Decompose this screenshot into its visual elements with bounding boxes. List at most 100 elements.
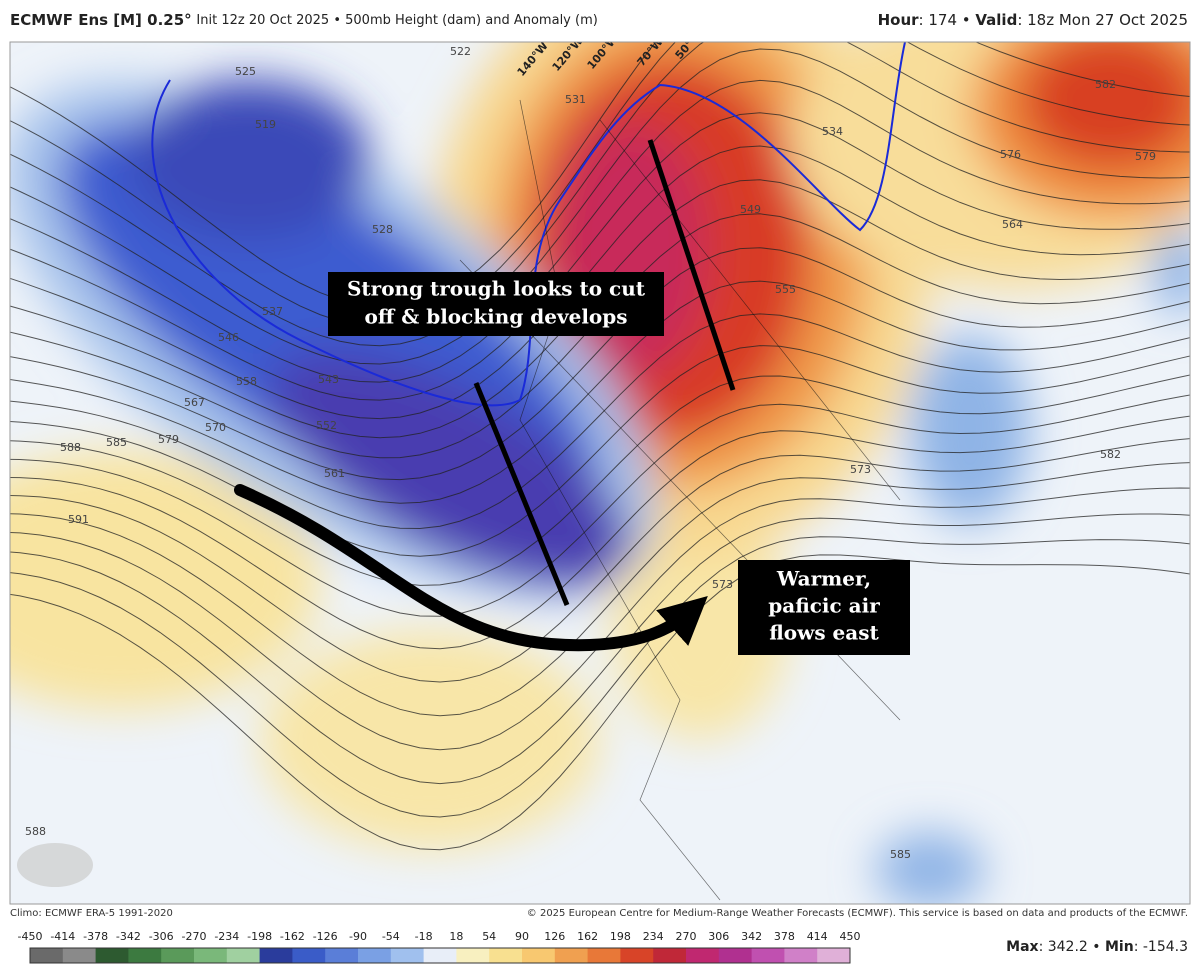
colorbar-tick-label: -306: [149, 930, 174, 943]
contour-line: [10, 79, 1190, 383]
colorbar-tick-label: 54: [482, 930, 496, 943]
contour-line: [10, 313, 1190, 530]
contour-line: [10, 42, 1190, 328]
contour-label: 537: [262, 305, 283, 318]
climo: Climo: ECMWF ERA-5 1991-2020: [10, 908, 173, 919]
contour-label: 567: [184, 396, 205, 409]
annotation: flows east: [769, 621, 879, 645]
colorbar-tick-label: 126: [544, 930, 565, 943]
colorbar-frame: [29, 947, 851, 964]
contour-line: [10, 438, 1190, 683]
colorbar-tick-label: 198: [610, 930, 631, 943]
contour-line: [10, 513, 1190, 785]
colorbar-cell: [620, 948, 654, 963]
contour-label: 552: [316, 419, 337, 432]
colorbar-cell: [554, 948, 589, 963]
contour-label: 570: [205, 421, 226, 434]
contour-line: [10, 112, 1190, 401]
max-value: : 342.2 •: [1039, 939, 1105, 955]
contour-line: [10, 374, 1190, 586]
contour-label: 582: [1100, 448, 1121, 461]
contour-label: 549: [740, 203, 761, 216]
colorbar-tick-label: -198: [247, 930, 272, 943]
contour-label: 588: [60, 441, 81, 454]
contour-label: 528: [372, 223, 393, 236]
title: ECMWF Ens [M] 0.25° Init 12z 20 Oct 2025…: [10, 11, 598, 29]
contour-label: 585: [106, 436, 127, 449]
contour-label: 579: [158, 433, 179, 446]
contour-label: 522: [450, 45, 471, 58]
valid-time: Hour: 174 • Valid: 18z Mon 27 Oct 2025: [878, 11, 1188, 29]
contour-label: 525: [235, 65, 256, 78]
contour-line: [10, 394, 1190, 617]
colorbar-tick-label: -126: [313, 930, 338, 943]
colorbar-cell: [456, 948, 490, 963]
valid-value: : 18z Mon 27 Oct 2025: [1017, 11, 1188, 29]
colorbar-tick-label: 162: [577, 930, 598, 943]
contour-label: 558: [236, 375, 257, 388]
colorbar-tick-label: 90: [515, 930, 529, 943]
contour-label: 591: [68, 513, 89, 526]
colorbar-tick-label: -90: [349, 930, 367, 943]
colorbar-cell: [358, 948, 392, 963]
contour-line: [10, 415, 1190, 650]
colorbar-cell: [489, 948, 523, 963]
colorbar-cell: [95, 948, 129, 963]
colorbar-cell: [62, 948, 97, 963]
contour-label: 534: [822, 125, 843, 138]
contour-label: 543: [318, 373, 339, 386]
hour-value: : 174 •: [919, 11, 976, 29]
colorbar-tick-label: -270: [182, 930, 207, 943]
colorbar-tick-label: -54: [382, 930, 400, 943]
contour-label: 546: [218, 331, 239, 344]
max-label: Max: [1006, 939, 1038, 955]
annotation: off & blocking develops: [364, 305, 627, 329]
colorbar-cell: [686, 948, 720, 963]
colorbar-tick-label: -414: [50, 930, 75, 943]
hour-label: Hour: [878, 11, 920, 29]
contour-line: [10, 462, 1190, 717]
colorbar-cell: [522, 948, 556, 963]
contour-label: 573: [712, 578, 733, 591]
contour-line: [10, 42, 1190, 347]
colorbar-cell: [587, 948, 621, 963]
colorbar-tick-label: 18: [449, 930, 463, 943]
colorbar-cell: [259, 948, 293, 963]
colorbar-tick-label: 234: [643, 930, 664, 943]
annotation: Warmer,: [776, 567, 871, 591]
colorbar-tick-label: -342: [116, 930, 141, 943]
colorbar-tick-label: 342: [741, 930, 762, 943]
colorbar-cell: [30, 948, 64, 963]
contour-label: 564: [1002, 218, 1023, 231]
contour-label: 519: [255, 118, 276, 131]
contour-label: 555: [775, 283, 796, 296]
colorbar-cell: [784, 948, 818, 963]
colorbar-tick-label: 306: [708, 930, 729, 943]
colorbar-cell: [194, 948, 228, 963]
contour-label: 573: [850, 463, 871, 476]
colorbar-cell: [292, 948, 326, 963]
colorbar-cell: [161, 948, 195, 963]
colorbar-tick-label: -450: [18, 930, 43, 943]
annotation: paficic air: [768, 594, 880, 618]
colorbar-tick-label: 414: [807, 930, 828, 943]
colorbar-tick-label: -162: [280, 930, 305, 943]
colorbar-tick-label: -378: [83, 930, 108, 943]
contour-label: 582: [1095, 78, 1116, 91]
contour-label: 588: [25, 825, 46, 838]
subtitle: Init 12z 20 Oct 2025 • 500mb Height (dam…: [196, 13, 597, 28]
contour-label: 579: [1135, 150, 1156, 163]
contour-line: [10, 48, 1190, 365]
colorbar-cell: [423, 948, 457, 963]
colorbar-cell: [751, 948, 785, 963]
colorbar-tick-label: 270: [676, 930, 697, 943]
colorbar-cell: [325, 948, 359, 963]
colorbar-tick-label: -18: [415, 930, 433, 943]
colorbar-tick-label: -234: [214, 930, 239, 943]
title-text: ECMWF Ens [M] 0.25°: [10, 11, 192, 29]
min-value: : -154.3: [1134, 939, 1188, 955]
colorbar-cell: [226, 948, 261, 963]
